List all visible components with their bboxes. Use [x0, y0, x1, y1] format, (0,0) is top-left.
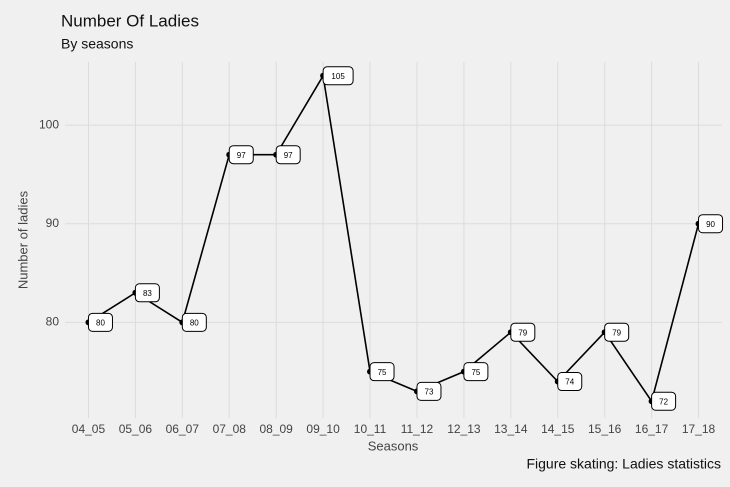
x-axis-label: Seasons [368, 438, 419, 453]
value-label: 79 [612, 328, 621, 337]
y-tick-label: 80 [46, 315, 60, 329]
label-box [275, 145, 301, 165]
x-tick-label: 05_06 [119, 422, 153, 436]
label-box [228, 145, 254, 165]
chart-title: Number Of Ladies [61, 11, 199, 30]
line [88, 73, 700, 404]
y-tick-label: 90 [46, 216, 60, 230]
caption: Figure skating: Ladies statistics [526, 456, 721, 472]
label-box [557, 372, 583, 392]
chart-subtitle: By seasons [61, 36, 133, 52]
value-label: 75 [471, 368, 480, 377]
value-label: 73 [425, 387, 434, 396]
y-axis-label: Number of ladies [15, 190, 30, 289]
value-label: 79 [518, 328, 527, 337]
value-label: 90 [706, 220, 715, 229]
x-tick-label: 15_16 [588, 422, 622, 436]
x-tick-label: 16_17 [635, 422, 669, 436]
y-tick-label: 100 [39, 117, 59, 131]
x-tick-label: 04_05 [72, 422, 106, 436]
x-tick-label: 09_10 [306, 422, 340, 436]
x-tick-label: 12_13 [447, 422, 481, 436]
label-box [510, 322, 536, 342]
label-box [651, 391, 677, 411]
label-box [322, 66, 354, 86]
label-box [604, 322, 630, 342]
x-tick-label: 11_12 [401, 422, 434, 436]
value-label: 80 [190, 318, 199, 327]
value-label: 97 [237, 151, 246, 160]
value-label: 80 [96, 318, 105, 327]
x-tick-label: 07_08 [213, 422, 247, 436]
value-label: 74 [565, 378, 574, 387]
x-tick-label: 17_18 [682, 422, 716, 436]
x-tick-label: 13_14 [494, 422, 528, 436]
value-label: 97 [284, 151, 293, 160]
label-box [87, 312, 113, 332]
label-box [369, 362, 395, 382]
value-label: 83 [143, 289, 152, 298]
label-box [463, 362, 489, 382]
value-label: 72 [659, 397, 668, 406]
x-tick-label: 06_07 [166, 422, 200, 436]
label-box [134, 283, 160, 303]
x-tick-label: 08_09 [259, 422, 293, 436]
value-label: 75 [378, 368, 387, 377]
value-label: 105 [331, 72, 345, 81]
label-box [698, 214, 724, 234]
x-tick-label: 10_11 [354, 422, 387, 436]
x-tick-label: 14_15 [541, 422, 575, 436]
label-box [181, 312, 207, 332]
label-box [416, 381, 442, 401]
